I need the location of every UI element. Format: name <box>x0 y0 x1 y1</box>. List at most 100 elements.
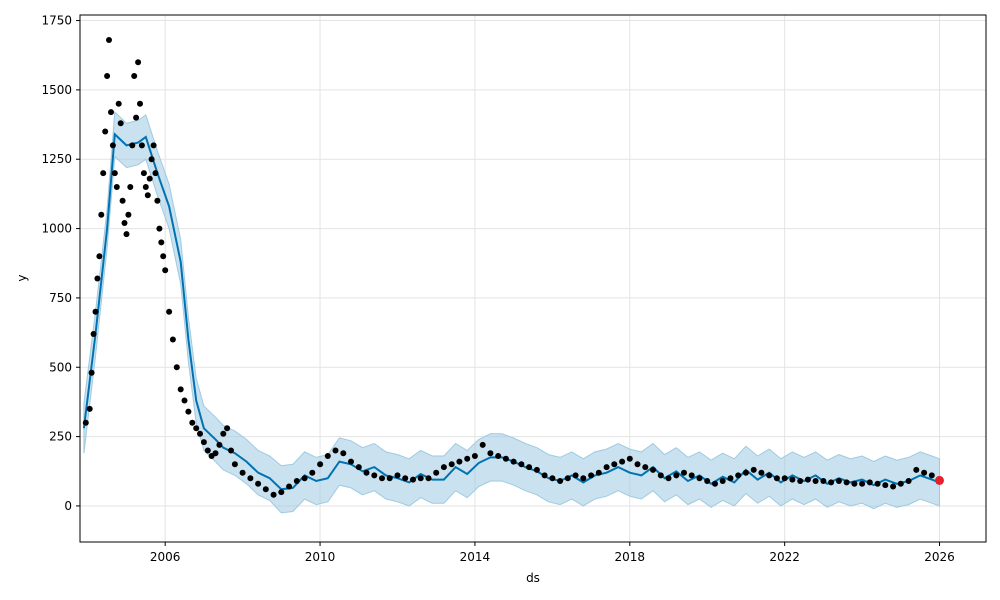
x-tick-label: 2010 <box>305 550 336 564</box>
y-tick-label: 1250 <box>41 152 72 166</box>
observed-point <box>150 142 157 149</box>
forecast-series-line <box>82 132 940 491</box>
observed-point <box>665 475 672 482</box>
observed-point <box>789 476 796 483</box>
observed-point <box>152 170 159 177</box>
observed-point <box>278 489 285 496</box>
observed-point <box>160 253 167 260</box>
observed-point <box>144 192 151 199</box>
observed-point <box>123 231 130 238</box>
x-tick-label: 2014 <box>460 550 491 564</box>
observed-point <box>166 308 173 315</box>
observed-point <box>394 472 401 479</box>
observed-point <box>142 184 149 190</box>
observed-point <box>843 479 850 486</box>
observed-point <box>611 461 618 468</box>
y-tick-label: 250 <box>49 430 72 444</box>
uncertainty-band <box>83 111 940 514</box>
observed-point <box>882 482 889 489</box>
observed-point <box>425 475 432 482</box>
observed-point <box>735 472 742 479</box>
observed-point <box>100 170 107 177</box>
x-tick-label: 2026 <box>924 550 955 564</box>
observed-points <box>82 37 935 498</box>
observed-point <box>355 464 362 471</box>
observed-point <box>158 239 165 246</box>
observed-point <box>82 419 89 426</box>
observed-point <box>117 120 124 127</box>
observed-point <box>220 430 227 437</box>
observed-point <box>835 478 842 484</box>
observed-point <box>727 475 734 482</box>
observed-point <box>549 475 556 482</box>
x-axis-label: ds <box>526 571 540 585</box>
forecast-line <box>82 132 940 491</box>
observed-point <box>557 478 564 484</box>
observed-point <box>588 472 595 479</box>
y-tick-label: 0 <box>64 499 72 513</box>
observed-point <box>797 478 804 484</box>
observed-point <box>204 447 211 454</box>
observed-point <box>750 466 757 473</box>
observed-point <box>859 480 866 487</box>
observed-point <box>228 447 234 454</box>
observed-point <box>673 472 680 479</box>
y-tick-label: 500 <box>49 360 72 374</box>
observed-point <box>541 472 548 479</box>
y-axis-ticks: 0 250 500 750 1000 1250 1500 1750 <box>41 14 80 513</box>
observed-point <box>140 170 147 177</box>
observed-point <box>533 466 540 473</box>
observed-point <box>433 469 440 476</box>
observed-point <box>479 441 486 448</box>
observed-point <box>177 386 184 393</box>
observed-point <box>905 478 912 484</box>
observed-point <box>742 469 749 476</box>
observed-point <box>162 267 169 274</box>
observed-point <box>704 478 711 484</box>
observed-point <box>115 100 122 107</box>
observed-point <box>402 475 409 482</box>
y-axis-label: y <box>15 274 29 281</box>
y-tick-label: 1500 <box>41 83 72 97</box>
observed-point <box>487 450 494 457</box>
observed-point <box>464 455 471 462</box>
observed-point <box>119 197 126 204</box>
observed-point <box>921 469 928 476</box>
observed-point <box>231 461 238 468</box>
observed-point <box>828 479 835 486</box>
observed-point <box>135 59 142 66</box>
observed-point <box>642 464 649 471</box>
observed-point <box>712 480 718 487</box>
y-tick-label: 750 <box>49 291 72 305</box>
observed-point <box>185 408 192 415</box>
observed-point <box>181 397 188 404</box>
y-tick-label: 1750 <box>41 14 72 28</box>
observed-point <box>324 453 331 459</box>
observed-point <box>94 275 101 282</box>
observed-point <box>650 466 656 473</box>
observed-point <box>379 475 385 482</box>
observed-point <box>125 211 132 218</box>
observed-point <box>371 472 378 479</box>
uncertainty-area <box>83 111 940 514</box>
observed-point <box>262 486 269 493</box>
observed-point <box>239 469 246 476</box>
observed-point <box>456 458 463 465</box>
observed-point <box>212 450 219 457</box>
observed-point <box>90 331 97 337</box>
x-tick-label: 2006 <box>150 550 181 564</box>
observed-point <box>193 425 200 432</box>
observed-point <box>580 475 587 482</box>
plot-frame <box>79 14 987 543</box>
observed-point <box>197 430 203 437</box>
observed-point <box>897 480 904 487</box>
observed-point <box>758 469 765 476</box>
observed-point <box>688 472 695 479</box>
observed-point <box>106 37 112 43</box>
observed-point <box>417 475 424 482</box>
observed-point <box>92 308 99 315</box>
observed-point <box>348 458 354 465</box>
observed-point <box>619 458 626 465</box>
observed-point <box>148 156 155 163</box>
observed-point <box>866 479 873 486</box>
